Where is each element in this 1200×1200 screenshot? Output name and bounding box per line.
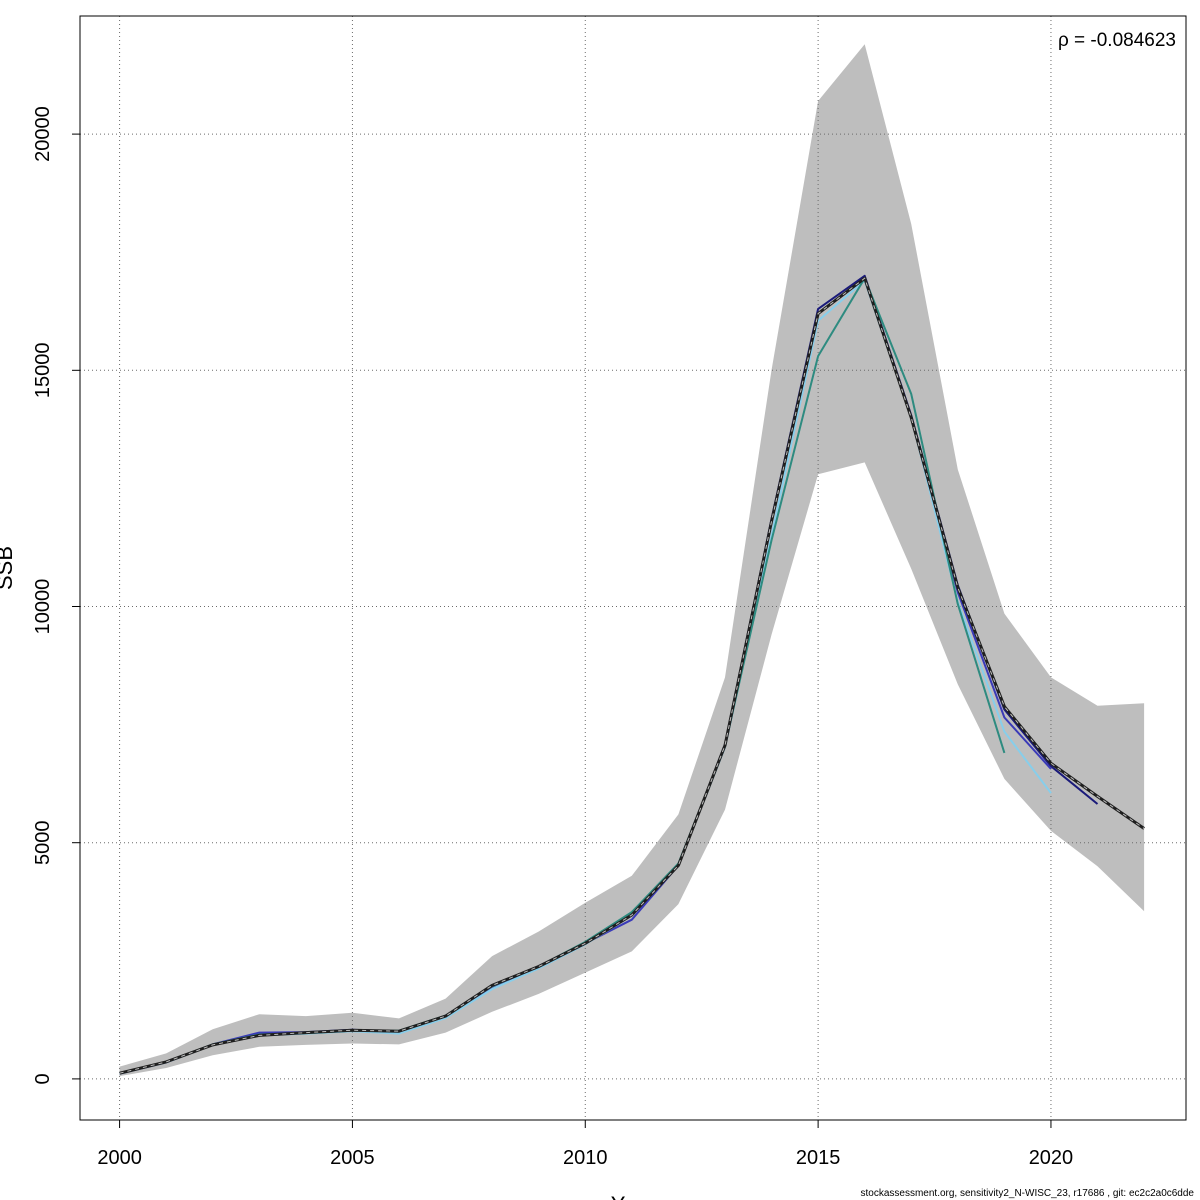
series-layer (119, 274, 1145, 1075)
y-tick-label-10000: 10000 (32, 579, 54, 635)
x-axis: 2000 2005 2010 2015 2020 (97, 1120, 1073, 1169)
x-tick-label-2015: 2015 (796, 1147, 841, 1169)
x-tick-label-2005: 2005 (330, 1147, 375, 1169)
y-axis-title: SSB (0, 546, 17, 590)
confidence-band (119, 44, 1145, 1077)
y-tick-label-15000: 15000 (32, 342, 54, 398)
x-tick-label-2010: 2010 (563, 1147, 608, 1169)
footer-credit: stockassessment.org, sensitivity2_N-WISC… (861, 1188, 1195, 1199)
confidence-band-layer (119, 44, 1145, 1077)
rho-annotation: ρ = -0.084623 (1058, 30, 1176, 51)
y-axis: 0 5000 10000 15000 20000 (32, 106, 80, 1084)
x-tick-label-2000: 2000 (97, 1147, 142, 1169)
grid-layer (80, 16, 1186, 1120)
y-tick-label-0: 0 (32, 1073, 54, 1084)
x-tick-label-2020: 2020 (1029, 1147, 1074, 1169)
plot-frame (79, 15, 1187, 1121)
y-tick-label-20000: 20000 (32, 106, 54, 162)
series-line-base-dash (119, 277, 1145, 1074)
x-axis-title: Year (611, 1192, 655, 1200)
y-tick-label-5000: 5000 (32, 820, 54, 865)
